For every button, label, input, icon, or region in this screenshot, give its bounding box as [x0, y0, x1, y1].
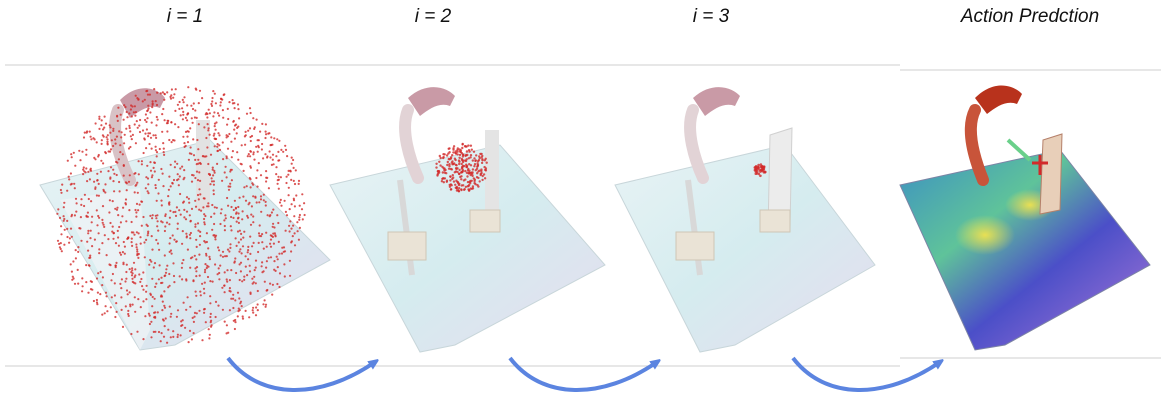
noise-points-panel-3 [753, 163, 767, 178]
panel-label-action-prediction: Action Predction [960, 6, 1100, 27]
floor-panel-2 [329, 144, 606, 353]
scene-panel-3 [614, 87, 876, 353]
robot-arm-panel-3 [693, 87, 740, 116]
arrow-step-2-to-3 [508, 356, 657, 392]
scene-panel-4 [899, 85, 1151, 351]
floor-panel-3 [614, 144, 876, 353]
arrow-step-1-to-2 [226, 356, 375, 392]
panel-label-i2: i = 2 [414, 6, 452, 27]
noise-points-panel-2 [435, 142, 488, 193]
predicted-action-gripper [1006, 138, 1032, 162]
scene-panel-2 [329, 87, 606, 353]
panel-label-i1: i = 1 [166, 6, 204, 27]
panel-label-i3: i = 3 [692, 6, 730, 27]
robot-arm-panel-1 [120, 88, 165, 118]
arrow-step-3-to-action [791, 356, 940, 392]
column-panel-1 [196, 120, 210, 210]
column-panel-4 [1039, 133, 1063, 215]
noise-points-panel-1 [56, 86, 306, 344]
column-panel-2 [485, 130, 499, 225]
heatmap-floor [899, 149, 1151, 351]
robot-arm-panel-2 [408, 87, 455, 116]
scene-panel-1 [39, 86, 331, 351]
robot-arm-final [975, 85, 1022, 114]
